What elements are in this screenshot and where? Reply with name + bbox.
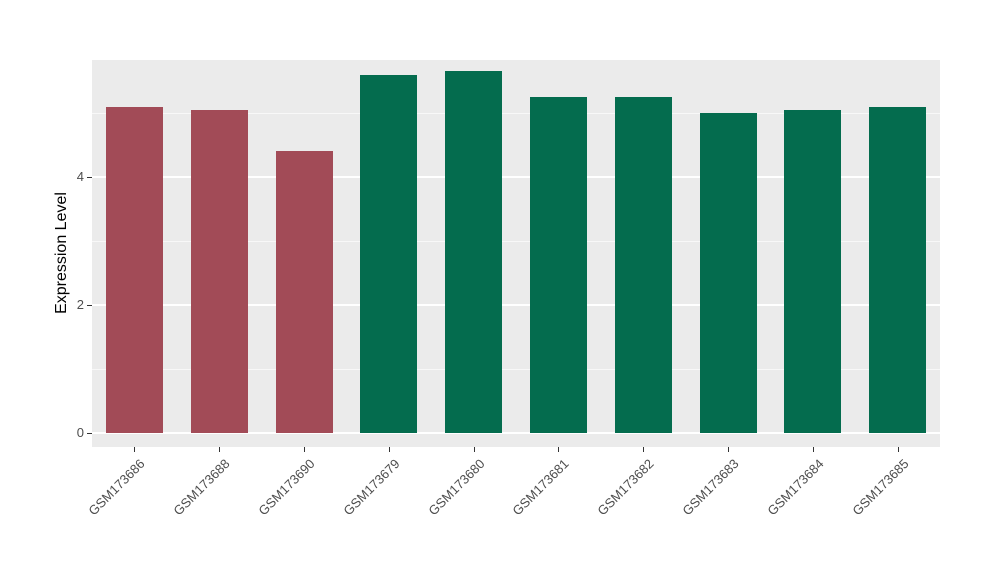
x-tick-mark — [643, 447, 645, 452]
gridline-minor — [92, 368, 940, 370]
bar-GSM173688 — [190, 109, 248, 433]
x-tick-mark — [134, 447, 136, 452]
gridline-major — [92, 304, 940, 306]
y-tick-label: 2 — [76, 297, 84, 312]
x-tick-mark — [388, 447, 390, 452]
x-tick-mark — [473, 447, 475, 452]
x-tick-mark — [728, 447, 729, 452]
bar-GSM173682 — [614, 97, 672, 433]
bar-GSM173680 — [445, 71, 503, 433]
x-tick-mark — [304, 447, 305, 452]
gridline-major — [92, 432, 940, 434]
bar-GSM173686 — [105, 106, 163, 433]
bar-GSM173679 — [360, 74, 418, 433]
x-tick-mark — [897, 447, 899, 452]
bar-GSM173681 — [529, 97, 587, 433]
gridline-major — [92, 176, 940, 178]
bar-GSM173683 — [699, 113, 757, 433]
bar-GSM173690 — [275, 151, 333, 433]
y-tick-label: 0 — [76, 425, 84, 440]
bar-GSM173684 — [784, 109, 842, 433]
x-tick-mark — [812, 447, 814, 452]
x-tick-mark — [219, 447, 221, 452]
gridline-minor — [92, 240, 940, 242]
x-tick-mark — [558, 447, 560, 452]
y-tick-mark — [87, 177, 92, 178]
y-tick-label: 4 — [76, 169, 84, 184]
gridline-minor — [92, 112, 940, 114]
plot-panel — [92, 60, 940, 447]
y-tick-mark — [87, 433, 92, 434]
y-axis-title: Expression Level — [53, 192, 70, 314]
y-tick-mark — [87, 305, 92, 306]
bar-GSM173685 — [869, 106, 927, 433]
